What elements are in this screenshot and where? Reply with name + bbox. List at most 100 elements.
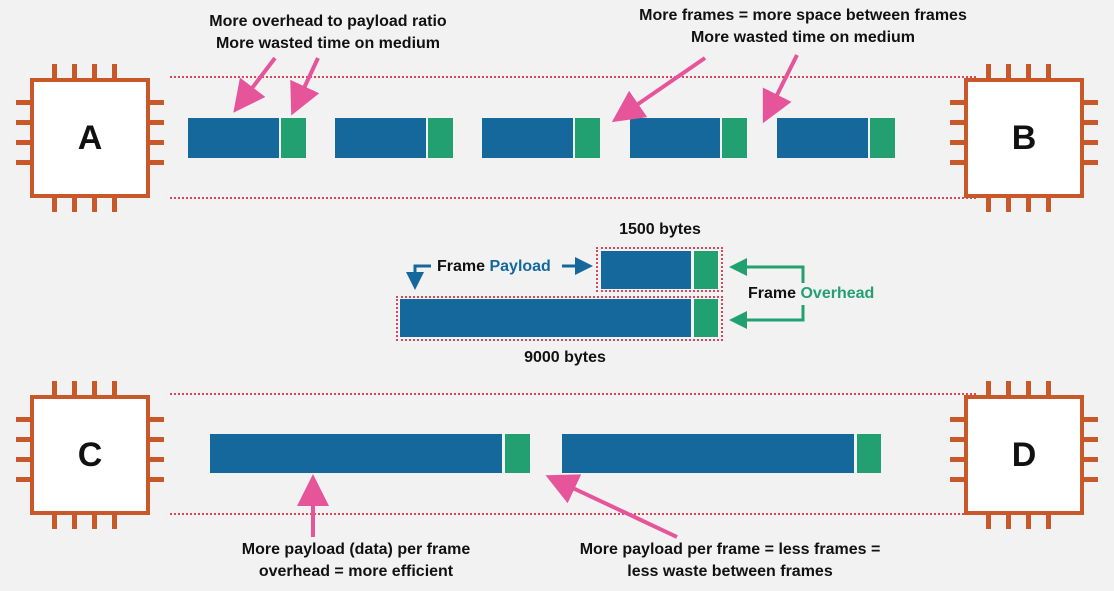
chip-a: A [16,64,164,212]
chip-pin [1084,457,1098,462]
annotation-more-frames: More frames = more space between frames … [639,7,967,46]
chip-pin [1046,198,1051,212]
frame-overhead [428,118,453,158]
chip-pin [92,64,97,78]
chip-pin [92,515,97,529]
chip-d: D [950,381,1098,529]
frame-payload [482,118,573,158]
arrow-to-jumbo-gap [545,474,678,539]
chip-pin [1084,160,1098,165]
frame-payload [188,118,279,158]
chip-pin [950,100,964,105]
arrow-to-overhead [290,57,320,116]
chip-pin [52,198,57,212]
arrow-to-gap-2 [762,54,799,124]
frame-overhead [870,118,895,158]
chip-pin [1026,198,1031,212]
jumbo-frame-overhead [505,434,530,473]
chip-pin [16,160,30,165]
frame-overhead [575,118,600,158]
chip-pin [72,381,77,395]
chip-b: B [950,64,1098,212]
chip-pin [112,515,117,529]
annotation-less-frames: More payload per frame = less frames = l… [579,541,881,580]
chip-pin [1006,515,1011,529]
chip-pin [150,417,164,422]
chip-pin [1006,381,1011,395]
chip-pin [150,437,164,442]
chip-a-label: A [77,119,103,157]
medium-bottom-line-cd [170,513,976,515]
chip-pin [986,64,991,78]
chip-pin [1084,100,1098,105]
frame-payload [335,118,426,158]
large-frame-overhead [694,299,718,337]
chip-pin [1084,120,1098,125]
chip-pin [950,457,964,462]
chip-pin [16,120,30,125]
annotation-overhead-ratio: More overhead to payload ratio More wast… [209,13,447,52]
chip-b-label: B [1011,119,1037,157]
chip-pin [16,100,30,105]
chip-pin [150,457,164,462]
frame-payload [777,118,868,158]
chip-pin [950,140,964,145]
chip-pin [72,64,77,78]
chip-pin [150,100,164,105]
small-frame-overhead [694,251,718,289]
chip-pin [1084,437,1098,442]
small-frame-size-label: 1500 bytes [619,221,701,238]
medium-bottom-line-ab [170,197,976,199]
chip-pin [986,198,991,212]
chip-d-label: D [1011,436,1037,474]
chip-pin [1084,477,1098,482]
chip-pin [986,515,991,529]
chip-pin [1006,198,1011,212]
overhead-arrow-up [729,258,805,283]
annotation-more-payload: More payload (data) per frame overhead =… [241,541,471,580]
chip-pin [150,160,164,165]
chip-pin [150,140,164,145]
chip-pin [150,120,164,125]
arrow-to-payload [233,56,277,113]
chip-pin [1046,64,1051,78]
chip-c-label: C [77,436,103,474]
chip-pin [1084,417,1098,422]
medium-top-line-ab [170,76,976,78]
chip-pin [1046,381,1051,395]
large-frame-outline [396,296,723,341]
chip-pin [950,160,964,165]
chip-pin [150,477,164,482]
payload-arrow-down [406,264,431,290]
chip-pin [950,437,964,442]
chip-pin [92,381,97,395]
chip-pin [950,120,964,125]
small-frame-payload [601,251,691,289]
chip-pin [16,417,30,422]
chip-pin [950,417,964,422]
chip-pin [1026,381,1031,395]
chip-pin [112,64,117,78]
arrow-to-gap-1 [611,56,707,123]
chip-pin [52,381,57,395]
chip-pin [16,477,30,482]
frame-payload [630,118,720,158]
frame-overhead [722,118,747,158]
chip-pin [1046,515,1051,529]
chip-pin [16,437,30,442]
jumbo-frame-payload [562,434,854,473]
frame-overhead-label: Frame Overhead [748,285,875,302]
chip-pin [1026,64,1031,78]
frame-payload-label: Frame Payload [437,258,551,275]
frame-overhead [281,118,306,158]
chip-c: C [16,381,164,529]
chip-pin [92,198,97,212]
small-frame-outline [596,247,723,292]
chip-pin [1084,140,1098,145]
medium-top-line-cd [170,393,976,395]
overhead-arrow-down [729,305,805,329]
chip-pin [52,515,57,529]
chip-pin [16,457,30,462]
chip-pin [112,198,117,212]
